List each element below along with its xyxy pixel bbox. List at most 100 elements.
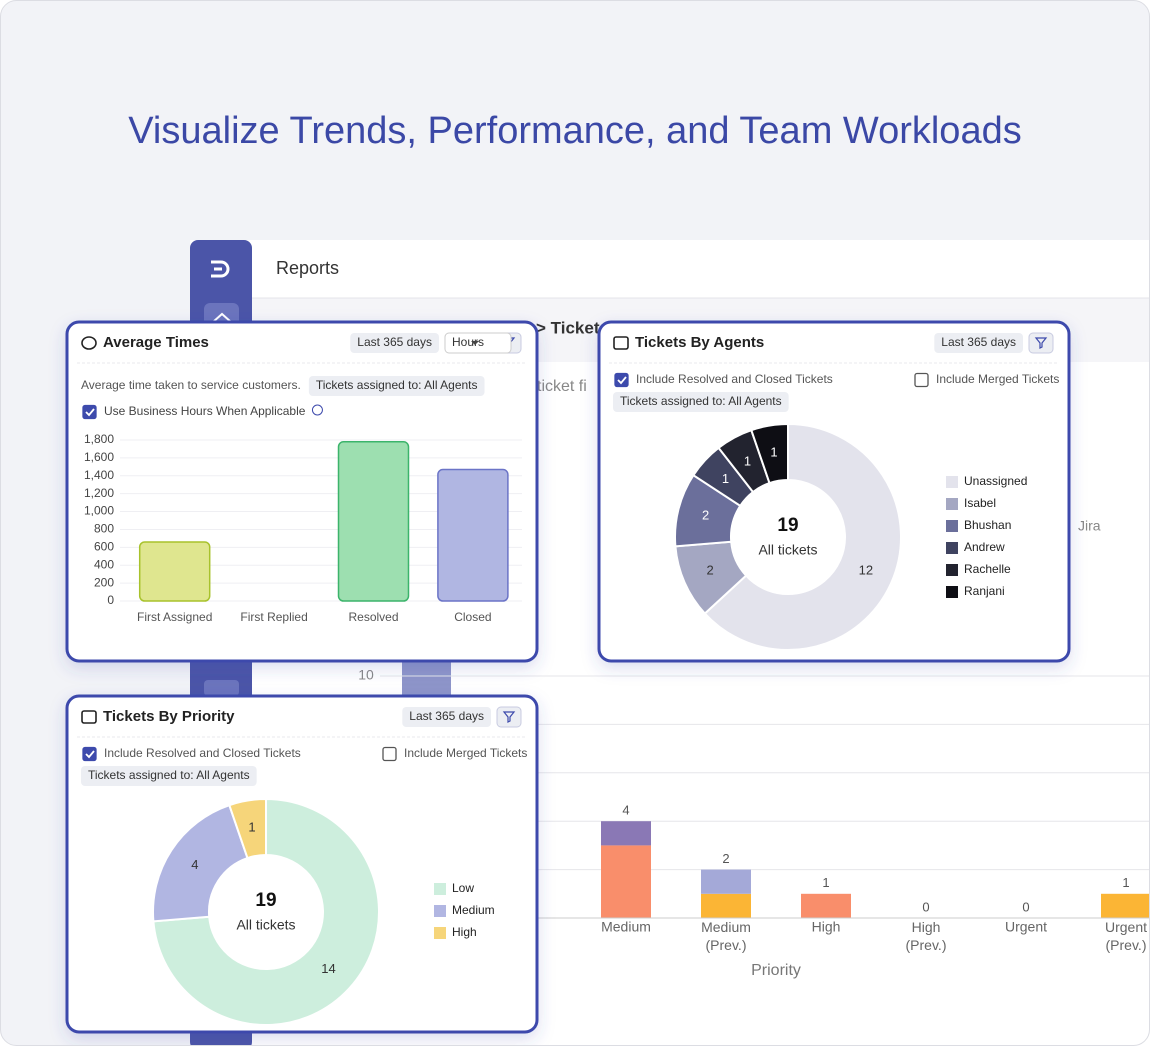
legend-label: Low (452, 881, 474, 895)
bar-segment (801, 893, 851, 918)
filter-icon (1034, 337, 1048, 349)
y-tick-label: 800 (94, 522, 114, 536)
card-title: Average Times (103, 334, 209, 351)
legend-swatch (946, 586, 958, 598)
checkbox[interactable] (614, 372, 629, 388)
legend-label: Unassigned (964, 474, 1027, 488)
slice (228, 797, 267, 860)
card-title: Tickets By Priority (103, 708, 235, 725)
legend-swatch (946, 520, 958, 532)
slice (152, 803, 249, 923)
center-value: 19 (777, 515, 798, 536)
data-label: 14 (321, 961, 335, 976)
assigned-pill-bg (613, 392, 789, 412)
option-label: Include Merged Tickets (936, 372, 1059, 386)
y-tick-label: 1,600 (84, 450, 114, 464)
total-label: 1 (1122, 875, 1129, 890)
filter-button[interactable] (1028, 332, 1054, 354)
checkbox[interactable] (914, 372, 929, 388)
y-tick-label: 200 (94, 575, 114, 589)
assigned-pill: Tickets assigned to: All Agents (620, 394, 782, 408)
center-label: All tickets (758, 542, 817, 558)
period-pill: Last 365 days (941, 335, 1016, 349)
bar-fragment (402, 660, 451, 700)
bar (337, 441, 410, 602)
total-label: 2 (722, 851, 729, 866)
legend-swatch (434, 883, 446, 895)
data-label: 2 (702, 508, 709, 523)
legend-swatch (946, 476, 958, 488)
center-label: All tickets (236, 917, 295, 933)
x-tick-label: First Replied (240, 610, 307, 624)
logo (211, 260, 230, 278)
data-label: 1 (248, 820, 255, 835)
nav-reports[interactable] (204, 680, 239, 696)
legend-swatch (946, 564, 958, 576)
checkbox[interactable] (82, 746, 97, 762)
card: Average Times Hours Last 365 days Average t… (65, 320, 539, 663)
assigned-pill-bg (308, 376, 485, 396)
y-tick-label: 1,000 (84, 504, 114, 518)
total-label: 0 (922, 899, 929, 914)
legend-label: Andrew (964, 540, 1005, 554)
data-label: 2 (707, 563, 714, 578)
total-label: 4 (622, 803, 629, 818)
period-pill-bg (402, 707, 491, 727)
y-tick-label: 0 (107, 593, 114, 607)
x-tick-label: Urgent (Prev.) (1105, 919, 1147, 953)
period-pill: Last 365 days (409, 709, 484, 723)
period-pill-bg (350, 333, 439, 353)
data-label: 4 (191, 857, 198, 872)
x-tick-label: Closed (454, 610, 491, 624)
slice (750, 422, 789, 485)
slice (152, 797, 380, 1026)
x-tick-label: First Assigned (137, 610, 212, 624)
y-tick-label: 1,200 (84, 486, 114, 500)
bar-segment (601, 845, 651, 918)
unit-dropdown-bg[interactable] (444, 332, 512, 354)
headline: Visualize Trends, Performance, and Team … (128, 110, 1021, 152)
total-label: 0 (1022, 899, 1029, 914)
page-title: Reports (276, 258, 339, 278)
x-tick-label: High (812, 919, 841, 935)
bar-segment (701, 893, 751, 918)
option-label: Use Business Hours When Applicable (104, 404, 306, 418)
bar-segment (601, 821, 651, 846)
breadcrumb: > Ticket (536, 318, 600, 337)
y-tick-label: 1,800 (84, 432, 114, 446)
filter-button[interactable] (496, 706, 522, 728)
bar-segment (1101, 893, 1150, 918)
x-tick-label: Medium (Prev.) (701, 919, 751, 953)
assigned-pill: Tickets assigned to: All Agents (88, 768, 250, 782)
y-tick-label: 1,400 (84, 468, 114, 482)
unit-dropdown: Hours (452, 335, 484, 349)
checkbox[interactable] (82, 404, 97, 420)
total-label: 1 (822, 875, 829, 890)
option-label: Include Merged Tickets (404, 746, 527, 760)
slice (703, 422, 902, 651)
checkbox[interactable] (382, 746, 397, 762)
legend-swatch (434, 927, 446, 939)
data-label: 12 (859, 563, 873, 578)
integration: Jira (1078, 518, 1101, 534)
x-tick-label: Resolved (348, 610, 398, 624)
legend-label: Isabel (964, 496, 996, 510)
card-icon (81, 336, 97, 350)
y-tick-label: 10 (358, 667, 374, 683)
description: Average time taken to service customers. (81, 378, 301, 392)
card-icon (613, 336, 629, 350)
check-mark (85, 408, 95, 417)
legend-label: Rachelle (964, 562, 1011, 576)
filter-text: ticket fi (537, 378, 587, 395)
bar (437, 468, 509, 602)
assigned-pill: Tickets assigned to: All Agents (316, 378, 478, 392)
option-label: Include Resolved and Closed Tickets (636, 372, 833, 386)
card: Tickets By Priority Last 365 days Include … (65, 694, 539, 1034)
card: Tickets By Agents Last 365 days Include Re… (597, 320, 1071, 663)
legend-swatch (434, 905, 446, 917)
x-tick-label: Urgent (1005, 919, 1047, 935)
y-tick-label: 400 (94, 557, 114, 571)
bar (138, 541, 211, 602)
